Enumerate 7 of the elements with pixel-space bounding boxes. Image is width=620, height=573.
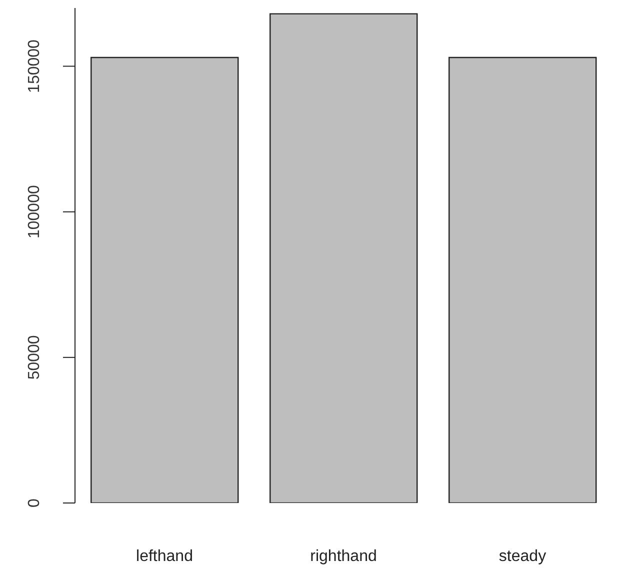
x-tick-label: steady xyxy=(498,548,546,565)
y-tick-label: 0 xyxy=(26,498,43,508)
y-tick-label: 50000 xyxy=(26,335,43,380)
x-tick-label: righthand xyxy=(310,548,377,565)
x-tick-label: lefthand xyxy=(136,548,193,565)
y-tick-label: 150000 xyxy=(26,39,43,93)
y-tick-label: 100000 xyxy=(26,185,43,239)
